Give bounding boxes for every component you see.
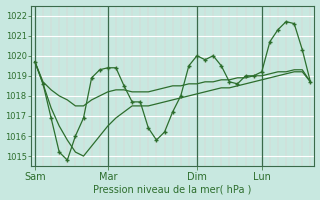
X-axis label: Pression niveau de la mer( hPa ): Pression niveau de la mer( hPa ) — [93, 184, 252, 194]
